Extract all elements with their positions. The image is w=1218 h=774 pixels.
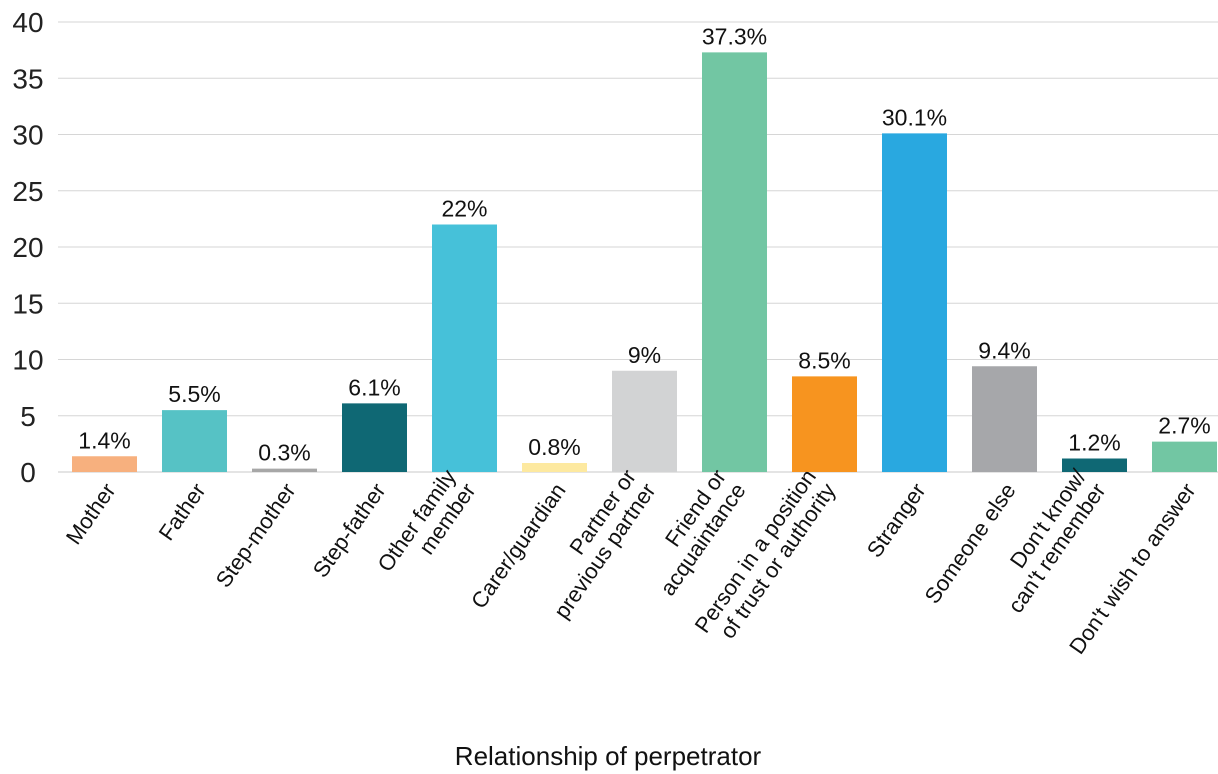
x-tick-label-line: Stranger <box>862 479 931 562</box>
y-tick-label: 35 <box>12 63 43 94</box>
x-tick-label: Father <box>154 479 211 545</box>
data-label: 6.1% <box>348 374 400 400</box>
gridlines <box>58 21 1218 473</box>
bar <box>252 468 317 472</box>
bar <box>162 410 227 472</box>
data-label: 37.3% <box>702 23 767 49</box>
x-tick-label: Step-mother <box>211 479 301 593</box>
data-label: 0.8% <box>528 434 580 460</box>
data-label: 2.7% <box>1158 413 1210 439</box>
data-label: 30.1% <box>882 104 947 130</box>
bar <box>792 376 857 472</box>
data-label: 1.2% <box>1068 430 1120 456</box>
y-tick-label: 10 <box>12 345 43 376</box>
y-tick-label: 0 <box>20 457 36 488</box>
data-label: 9.4% <box>978 337 1030 363</box>
data-label: 1.4% <box>78 427 130 453</box>
bar <box>882 133 947 472</box>
data-label: 8.5% <box>798 347 850 373</box>
bar <box>522 463 587 472</box>
x-tick-label: Other familymember <box>372 465 480 590</box>
x-tick-label-line: Step-mother <box>211 479 301 593</box>
y-tick-label: 5 <box>20 401 36 432</box>
x-axis-category-labels: Mother Father Step-mother Step-fatherOther … <box>61 464 1201 659</box>
y-tick-label: 40 <box>12 7 43 38</box>
value-labels: 1.4% 5.5% 0.3% 6.1% 22% 0.8% 9% 37.3% 8.5% 30.1% 9… <box>78 23 1210 465</box>
y-axis-ticks: 0 5 10 15 20 25 30 35 40 <box>12 7 43 488</box>
bar <box>1152 441 1217 472</box>
x-tick-label: Stranger <box>862 479 931 562</box>
bar <box>342 403 407 472</box>
data-label: 5.5% <box>168 381 220 407</box>
data-label: 22% <box>441 196 487 222</box>
bar <box>612 370 677 472</box>
bar <box>1062 458 1127 472</box>
y-tick-label: 25 <box>12 176 43 207</box>
x-tick-label-line: Carer/guardian <box>466 479 571 614</box>
bars <box>72 52 1217 472</box>
data-label: 9% <box>628 342 661 368</box>
data-label: 0.3% <box>258 440 310 466</box>
bar <box>72 456 137 472</box>
bar <box>972 366 1037 472</box>
x-tick-label-line: Mother <box>61 479 121 549</box>
y-tick-label: 30 <box>12 120 43 151</box>
x-axis-title: Relationship of perpetrator <box>455 741 762 771</box>
x-tick-label: Carer/guardian <box>466 479 571 614</box>
x-tick-label: Someone else <box>919 479 1020 609</box>
x-tick-label: Mother <box>61 479 121 549</box>
bar <box>702 52 767 472</box>
x-tick-label-line: Someone else <box>919 479 1020 609</box>
bar <box>432 224 497 472</box>
y-tick-label: 20 <box>12 232 43 263</box>
y-tick-label: 15 <box>12 288 43 319</box>
x-tick-label-line: Father <box>154 479 211 545</box>
